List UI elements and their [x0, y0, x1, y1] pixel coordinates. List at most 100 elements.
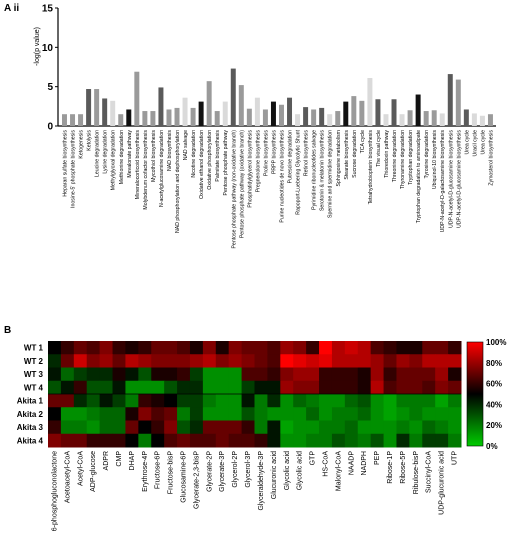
heatmap-cell [370, 380, 385, 395]
heatmap-cell [60, 354, 75, 368]
heatmap-cell [86, 394, 101, 408]
bar [214, 111, 220, 126]
heatmap-column-label: ADPR [103, 451, 110, 470]
x-tick-label: UDP-N-acetyl-D-glucosamine biosynthesis [456, 130, 462, 228]
heatmap-cell [60, 394, 75, 408]
bar-chart-x-labels: Heparan sulfate biosynthesis Inosine-5' p… [62, 129, 494, 248]
x-tick-label: Urea cycle [464, 130, 470, 155]
heatmap-cell [357, 407, 372, 421]
heatmap-column-label: 6-phosphogluconolactone [51, 451, 58, 531]
heatmap-cell [331, 433, 346, 448]
heatmap-row-labels: WT 1 WT 2 WT 3 WT 4 Akita 1 Akita 2 Akita 3 Aki… [17, 344, 44, 446]
pathway-bar-chart: 0 5 10 15 Heparan sulfate biosynthesis Inosi… [34, 4, 496, 249]
heatmap-cell [151, 367, 165, 382]
heatmap-cell [177, 420, 191, 435]
bar [383, 114, 389, 126]
colorbar-tick-label: 0% [486, 442, 498, 451]
bar [439, 113, 445, 126]
heatmap-cell [228, 367, 243, 382]
heatmap-colorbar: 100% 80% 60% 40% 20% 0% [466, 338, 506, 451]
heatmap-cell [293, 354, 307, 368]
heatmap-cell [448, 380, 462, 395]
bar [319, 107, 325, 126]
heatmap-cell [435, 367, 449, 382]
bar [246, 108, 252, 126]
heatmap-cell [254, 407, 268, 421]
heatmap-cell [138, 394, 152, 408]
heatmap-cell [241, 380, 255, 395]
heatmap-cell [293, 394, 307, 408]
heatmap-cell [177, 380, 191, 395]
x-tick-label: Putrescine degradation [288, 130, 294, 183]
heatmap-cell [422, 394, 436, 408]
heatmap-cell [48, 354, 62, 368]
heatmap-cell [164, 380, 178, 395]
heatmap-cell [125, 341, 139, 355]
heatmap-cell [331, 394, 346, 408]
colorbar-tick-label: 40% [486, 400, 502, 409]
heatmap-cell [202, 394, 217, 408]
heatmap-cell [293, 407, 307, 421]
y-tick-label: 15 [42, 4, 54, 15]
x-tick-label: Molybdenum cofactor biosynthesis [143, 130, 149, 210]
heatmap-cell [60, 407, 75, 421]
heatmap-column-label: Succinyl-CoA [426, 451, 433, 493]
heatmap-cell [99, 380, 114, 395]
heatmap-cell [48, 380, 62, 395]
heatmap-cell [422, 433, 436, 448]
heatmap-cell [435, 341, 449, 355]
heatmap-cell [99, 354, 114, 368]
heatmap-cell [164, 354, 178, 368]
heatmap-column-label: NAADP [348, 451, 355, 475]
bar [126, 109, 132, 126]
bar [94, 89, 100, 126]
heatmap-cell [357, 394, 372, 408]
heatmap-cell [370, 354, 385, 368]
heatmap-cell [357, 354, 372, 368]
heatmap-cell [215, 394, 230, 408]
heatmap-cell [409, 354, 423, 368]
bar [471, 113, 477, 126]
bar [190, 107, 196, 126]
colorbar-tick-label: 80% [486, 359, 502, 368]
heatmap-cell [125, 420, 139, 435]
heatmap-cell [112, 420, 126, 435]
heatmap-cell [202, 380, 217, 395]
heatmap-cell [125, 407, 139, 421]
heatmap-column-label: HS-CoA [322, 451, 329, 477]
heatmap-cell [396, 420, 410, 435]
heatmap-cell [241, 407, 255, 421]
bar [367, 78, 373, 126]
x-tick-label: Thioredoxin pathway [384, 130, 390, 178]
heatmap-cell [448, 407, 462, 421]
heatmap-cell [409, 407, 423, 421]
heatmap-cell [306, 341, 320, 355]
heatmap-cell [254, 354, 268, 368]
x-tick-label: Uracil cycle [472, 130, 478, 157]
x-tick-label: Mineralocorticoid biosynthesis [135, 130, 141, 200]
bar [158, 87, 164, 126]
heatmap-cell [319, 354, 333, 368]
heatmap-cell [331, 367, 346, 382]
heatmap-cell [306, 420, 320, 435]
heatmap-cell [344, 367, 359, 382]
heatmap-column-label: DHAP [129, 451, 136, 471]
bar [118, 114, 124, 126]
heatmap-cell [422, 407, 436, 421]
x-tick-label: Mycothiol biosynthesis [151, 130, 157, 182]
heatmap-cell [357, 380, 372, 395]
heatmap-column-label: Glycerate-2,3-bisP [193, 451, 200, 509]
heatmap-cell [331, 407, 346, 421]
heatmap-cell [383, 367, 397, 382]
heatmap-cell [48, 407, 62, 421]
y-tick-label: 5 [47, 82, 53, 93]
bar [327, 114, 333, 126]
x-tick-label: Sphingosine metabolism [336, 130, 342, 187]
bar [311, 109, 317, 126]
heatmap-column-label: GTP [310, 451, 317, 466]
heatmap-cell [228, 354, 243, 368]
bar [399, 114, 405, 126]
heatmap-cell [241, 394, 255, 408]
bar [238, 85, 244, 126]
bar [110, 100, 116, 126]
